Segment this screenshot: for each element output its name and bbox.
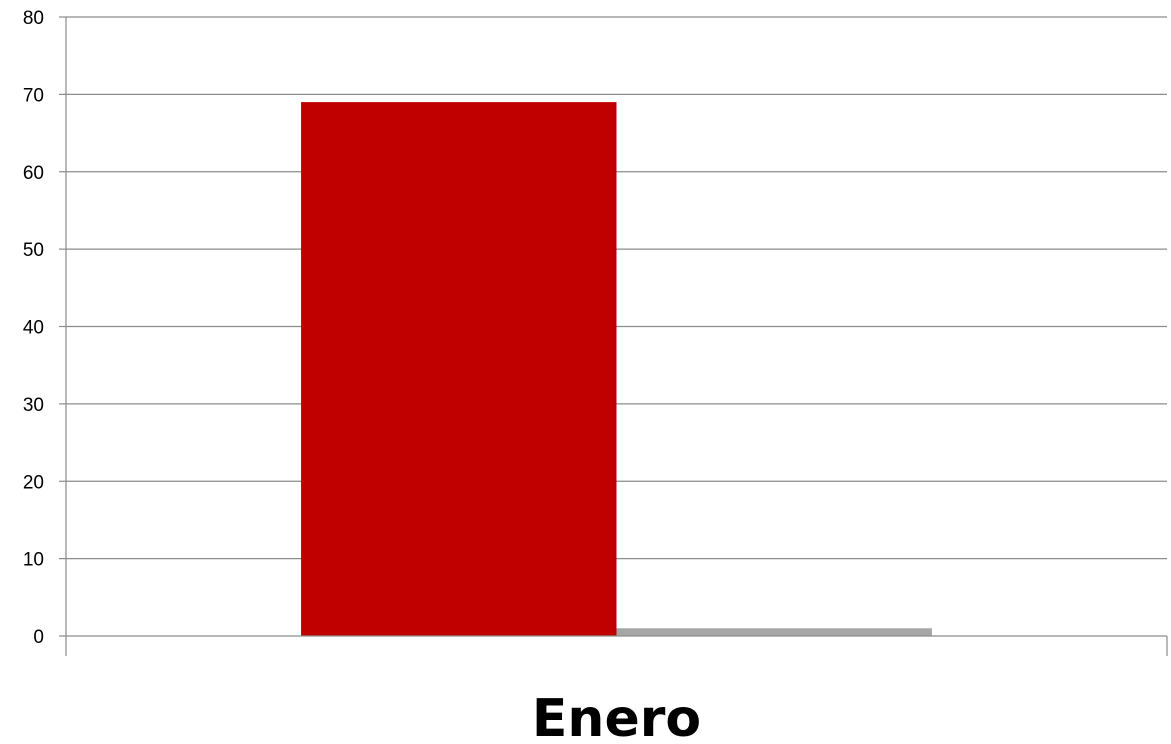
y-tick-label: 40	[23, 318, 44, 339]
y-tick-labels: 0 10 20 30 40 50 60 70 80	[23, 8, 44, 648]
y-tick-label: 80	[23, 8, 44, 29]
category-label: Enero	[532, 689, 701, 744]
y-tick-label: 30	[23, 395, 44, 416]
bars	[301, 102, 932, 637]
y-tick-label: 0	[33, 627, 44, 648]
bar-series-1-enero	[301, 102, 617, 637]
y-tick-label: 10	[23, 550, 44, 571]
bar-series-2-enero	[616, 628, 932, 636]
axes	[59, 16, 1168, 656]
y-tick-label: 70	[23, 85, 44, 106]
y-tick-label: 60	[23, 163, 44, 184]
category-labels: Enero	[532, 689, 701, 744]
y-tick-label: 20	[23, 472, 44, 493]
y-tick-label: 50	[23, 240, 44, 261]
